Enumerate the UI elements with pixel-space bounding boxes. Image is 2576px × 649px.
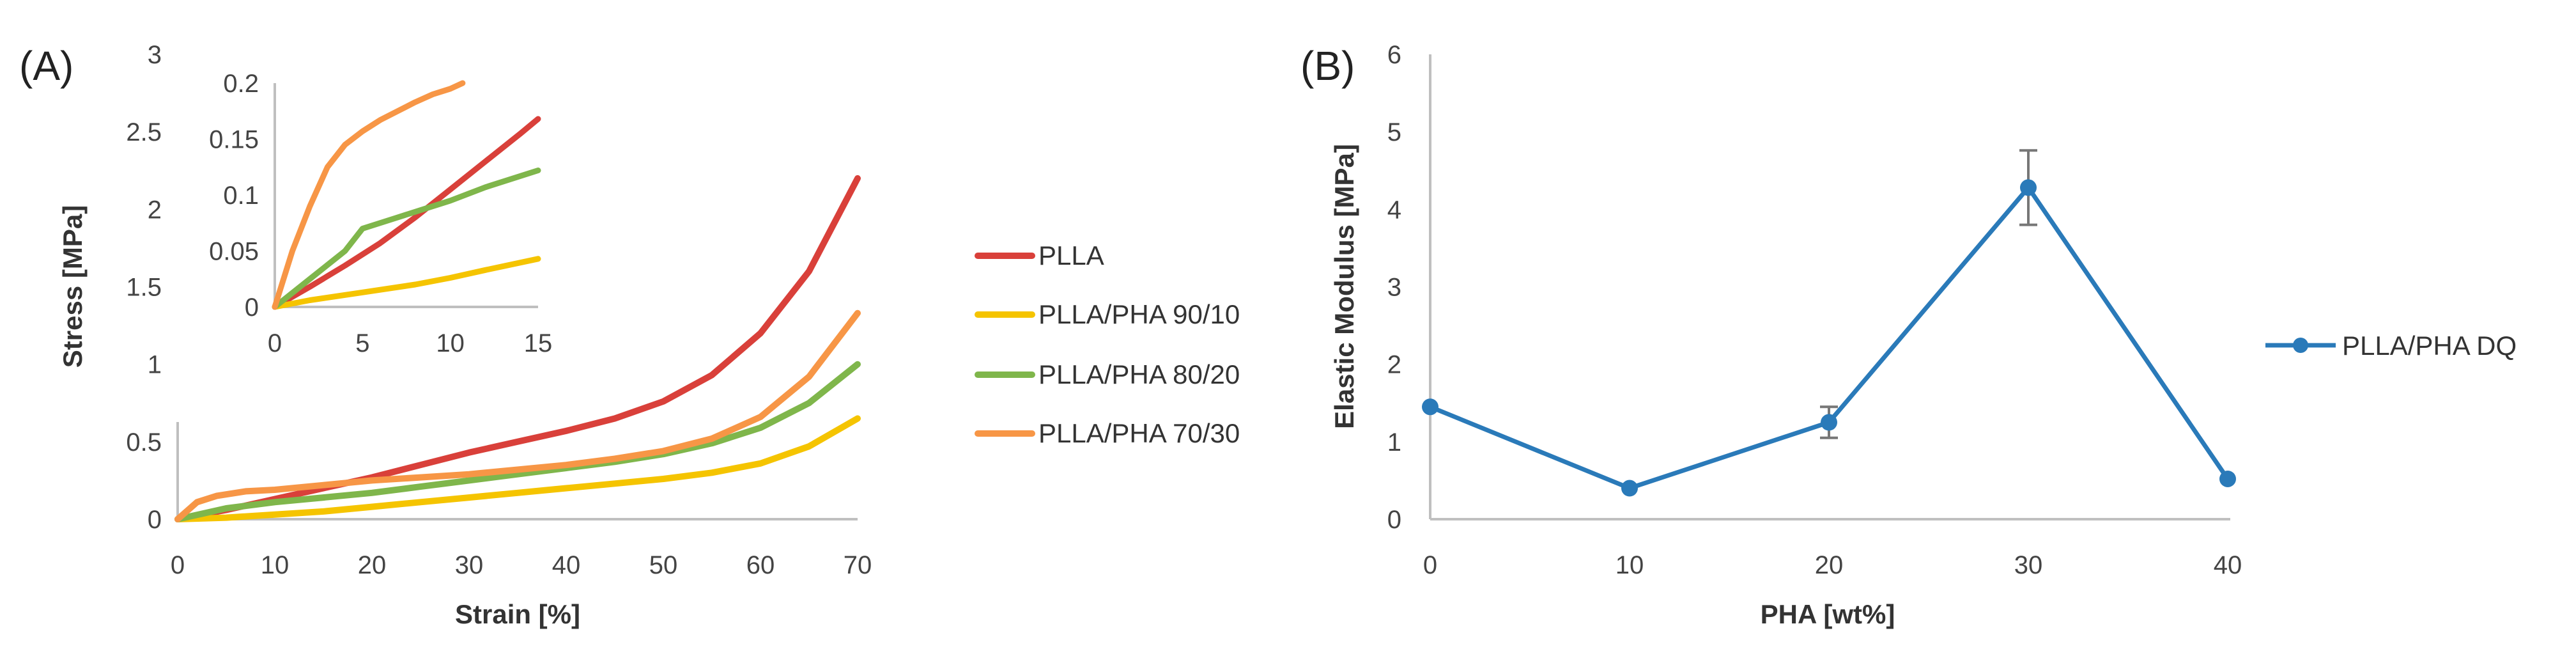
panel-a-label: (A) (19, 43, 73, 89)
panel-b-y-axis-title: Elastic Modulus [MPa] (1329, 144, 1359, 429)
panel-a-y-tick-label: 0.5 (126, 428, 162, 457)
legend-label-pla-pha-80-20: PLLA/PHA 80/20 (1038, 359, 1240, 389)
panel-b-x-tick-label: 0 (1423, 551, 1437, 579)
inset-x-tick-label: 0 (268, 329, 282, 357)
panel-b-x-ticks: 0 10 20 30 40 (1423, 551, 2242, 579)
panel-a-series-plla-pha-90-10 (174, 415, 861, 522)
panel-a-x-tick-label: 0 (171, 551, 185, 579)
legend-label-plla: PLLA (1038, 240, 1104, 270)
panel-a-y-ticks: 0 0.5 1 1.5 2 2.5 3 (126, 41, 162, 534)
panel-a-y-tick-label: 2 (148, 196, 162, 224)
panel-a-y-axis-title: Stress [MPa] (58, 205, 88, 368)
panel-b-y-tick-label: 0 (1387, 506, 1401, 534)
inset-x-tick-label: 5 (355, 329, 369, 357)
panel-a-x-ticks: 0 10 20 30 40 50 60 70 (171, 551, 872, 579)
inset-y-tick-label: 0.2 (223, 70, 259, 98)
inset-x-ticks: 0 5 10 15 (268, 329, 552, 357)
legend-item-pla-pha-70-30: PLLA/PHA 70/30 (975, 418, 1240, 448)
panel-b-data-point (1422, 398, 1438, 416)
panel-a-y-tick-label: 1.5 (126, 274, 162, 302)
panel-a-x-tick-label: 10 (261, 551, 289, 579)
inset-series-plla-pha-70-30 (272, 80, 466, 310)
panel-b-x-tick-label: 20 (1815, 551, 1844, 579)
panel-a-x-axis-title: Strain [%] (455, 599, 580, 629)
panel-a-series (174, 175, 861, 522)
panel-a-x-tick-label: 70 (844, 551, 872, 579)
panel-a-y-tick-label: 0 (148, 506, 162, 534)
panel-b-data-point (1821, 414, 1837, 431)
panel-a-x-tick-label: 20 (358, 551, 387, 579)
panel-a-series-plla (174, 175, 861, 522)
panel-b-x-tick-label: 10 (1616, 551, 1644, 579)
inset-y-tick-label: 0.15 (209, 126, 259, 154)
panel-b-series-plla-pha-dq (1429, 185, 2230, 490)
inset-series (272, 80, 541, 310)
panel-b-y-tick-label: 6 (1387, 41, 1401, 69)
panel-a-y-tick-label: 1 (148, 351, 162, 379)
panel-b-label: (B) (1300, 43, 1355, 89)
panel-b-y-tick-label: 4 (1387, 196, 1401, 224)
panel-b-y-tick-label: 3 (1387, 274, 1401, 302)
panel-a-y-tick-label: 2.5 (126, 118, 162, 146)
inset-x-tick-label: 15 (524, 329, 553, 357)
inset-series-plla-pha-90-10 (272, 256, 541, 310)
inset-y-tick-label: 0.05 (209, 238, 259, 266)
panel-a-series-plla-pha-70-30 (174, 309, 861, 522)
legend-item-plla: PLLA (975, 240, 1104, 270)
panel-a-x-tick-label: 60 (746, 551, 775, 579)
panel-a: (A) 00.511.522.53 0 10 20 30 40 50 60 70 Strain… (19, 41, 1240, 629)
panel-a-y-tick-label: 3 (148, 41, 162, 69)
inset-y-tick-label: 0.1 (223, 182, 259, 210)
panel-b: (B) 0 1 2 3 4 5 6 0 10 20 30 40 PHA [wt%] Elastic … (1300, 41, 2517, 629)
inset-x-tick-label: 10 (436, 329, 465, 357)
panel-b-series (1422, 149, 2236, 497)
panel-b-y-tick-label: 1 (1387, 428, 1401, 457)
legend-label-pla-pha-90-10: PLLA/PHA 90/10 (1038, 299, 1240, 329)
inset-series-plla-pha-80-20 (272, 168, 541, 310)
panel-b-y-ticks: 0 1 2 3 4 5 6 (1387, 41, 1401, 534)
legend-label-pla-pha-dq: PLLA/PHA DQ (2342, 331, 2517, 361)
panel-b-data-point (2219, 470, 2236, 487)
panel-a-x-tick-label: 30 (455, 551, 484, 579)
inset-y-tick-label: 0 (245, 293, 259, 322)
legend-label-pla-pha-70-30: PLLA/PHA 70/30 (1038, 418, 1240, 448)
panel-a-inset: 0 0.05 0.1 0.15 0.2 0 5 10 15 (209, 70, 552, 357)
panel-b-y-tick-label: 5 (1387, 118, 1401, 146)
panel-b-y-tick-label: 2 (1387, 351, 1401, 379)
panel-b-x-axis-title: PHA [wt%] (1761, 599, 1895, 629)
panel-a-series-plla-pha-80-20 (174, 361, 861, 522)
legend-item-pla-pha-90-10: PLLA/PHA 90/10 (975, 299, 1240, 329)
panel-b-x-tick-label: 40 (2214, 551, 2242, 579)
panel-b-data-point (2020, 179, 2037, 196)
legend-marker-pla-pha-dq (2293, 338, 2308, 353)
panel-b-legend: PLLA/PHA DQ (2265, 331, 2517, 361)
panel-a-x-tick-label: 50 (649, 551, 678, 579)
panel-b-x-tick-label: 30 (2014, 551, 2043, 579)
panel-a-legend: PLLA PLLA/PHA 90/10 PLLA/PHA 80/20 PLLA/… (975, 240, 1240, 448)
legend-item-pla-pha-80-20: PLLA/PHA 80/20 (975, 359, 1240, 389)
panel-a-x-tick-label: 40 (552, 551, 581, 579)
inset-series-plla (272, 116, 541, 310)
panel-b-data-point (1621, 480, 1638, 497)
inset-y-ticks: 0 0.05 0.1 0.15 0.2 (209, 70, 259, 322)
